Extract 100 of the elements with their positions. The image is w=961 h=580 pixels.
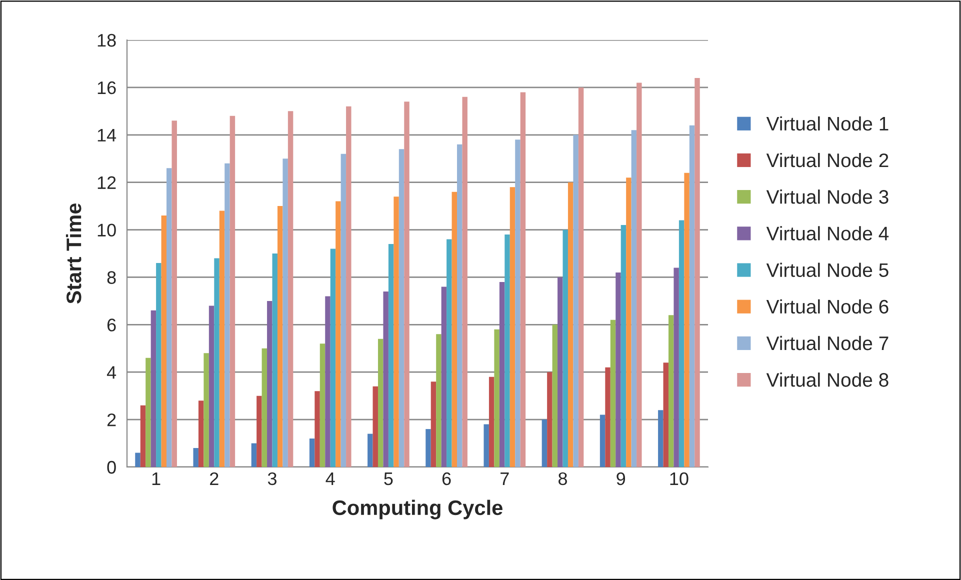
bar xyxy=(388,244,394,467)
bar xyxy=(314,391,320,467)
y-tick-label: 4 xyxy=(106,366,116,379)
bar xyxy=(663,362,668,467)
bar xyxy=(658,410,664,467)
x-tick-label: 3 xyxy=(268,472,276,486)
y-tick-label: 14 xyxy=(98,129,116,142)
bar xyxy=(267,300,272,467)
bar xyxy=(198,400,204,467)
bar xyxy=(626,178,632,467)
bar xyxy=(674,268,679,467)
bar xyxy=(562,230,568,467)
bar xyxy=(262,348,268,467)
bar xyxy=(282,158,288,467)
bar xyxy=(272,254,278,467)
bar xyxy=(146,358,151,467)
bar xyxy=(383,291,388,467)
bar xyxy=(372,386,378,467)
bar xyxy=(600,414,606,467)
legend-label: Virtual Node 2 xyxy=(766,152,888,168)
y-tick-label: 6 xyxy=(107,318,116,332)
bar xyxy=(150,310,156,467)
bar xyxy=(320,344,326,467)
bar xyxy=(520,92,526,467)
bar xyxy=(404,102,410,467)
bar xyxy=(620,225,626,467)
x-tick-label: 4 xyxy=(326,472,335,485)
bar xyxy=(515,140,520,467)
y-tick-label: 12 xyxy=(98,176,116,189)
bar xyxy=(678,220,684,467)
x-tick-label: 1 xyxy=(152,472,160,485)
legend-label: Virtual Node 8 xyxy=(766,372,888,387)
y-tick-label: 8 xyxy=(107,271,116,284)
bar xyxy=(616,272,621,467)
bar xyxy=(668,315,674,467)
y-axis-title: Start Time xyxy=(66,203,82,304)
bar xyxy=(288,111,294,467)
bar xyxy=(446,239,452,467)
bar xyxy=(578,87,584,467)
bar xyxy=(340,154,346,467)
bar xyxy=(325,296,330,467)
legend-label: Virtual Node 1 xyxy=(766,116,888,131)
bar xyxy=(689,125,695,467)
bar xyxy=(510,187,516,467)
bar xyxy=(499,282,505,467)
bar xyxy=(161,216,167,467)
bar xyxy=(394,196,399,467)
legend-label: Virtual Node 7 xyxy=(766,336,888,350)
bar xyxy=(452,192,458,467)
bar xyxy=(631,130,637,467)
bar xyxy=(558,277,563,467)
bar xyxy=(166,168,172,467)
x-tick-label: 2 xyxy=(210,472,218,485)
legend-label: Virtual Node 4 xyxy=(766,226,889,240)
bar xyxy=(277,206,283,467)
legend-label: Virtual Node 6 xyxy=(766,299,888,314)
x-tick-label: 5 xyxy=(384,472,393,486)
y-tick-label: 18 xyxy=(98,34,116,47)
bar xyxy=(251,443,257,467)
bar xyxy=(256,396,262,467)
legend-label: Virtual Node 5 xyxy=(766,262,888,278)
x-tick-label: 6 xyxy=(442,472,451,486)
bar xyxy=(457,144,462,467)
bar xyxy=(462,96,468,467)
x-axis-title: Computing Cycle xyxy=(332,500,502,520)
bar xyxy=(214,258,220,467)
bar xyxy=(398,149,404,467)
legend-label: Virtual Node 3 xyxy=(766,190,888,204)
bar xyxy=(441,286,447,467)
bar xyxy=(547,372,552,467)
bar xyxy=(224,163,230,467)
bar xyxy=(605,367,610,467)
x-tick-label: 8 xyxy=(558,472,567,486)
bar xyxy=(542,420,548,467)
bar xyxy=(488,376,494,467)
x-tick-label: 7 xyxy=(500,472,509,485)
bar xyxy=(684,172,690,467)
bar xyxy=(140,405,146,467)
bar xyxy=(494,329,500,467)
bar xyxy=(368,434,373,467)
bar xyxy=(436,334,442,467)
bar xyxy=(336,201,341,467)
bar xyxy=(610,320,616,467)
bar xyxy=(430,382,436,467)
bar xyxy=(135,452,140,467)
bar xyxy=(552,324,558,467)
x-tick-label: 10 xyxy=(670,472,688,486)
bar xyxy=(219,210,225,467)
bar xyxy=(346,106,352,467)
bar xyxy=(426,429,431,467)
bar xyxy=(309,438,315,467)
bar xyxy=(172,120,177,467)
x-tick-label: 9 xyxy=(616,472,626,486)
y-tick-label: 0 xyxy=(107,460,116,474)
bar xyxy=(484,424,489,467)
bar xyxy=(156,262,162,467)
bar xyxy=(694,78,700,467)
bar xyxy=(504,234,510,467)
bar xyxy=(636,82,642,467)
y-tick-label: 10 xyxy=(98,224,116,236)
